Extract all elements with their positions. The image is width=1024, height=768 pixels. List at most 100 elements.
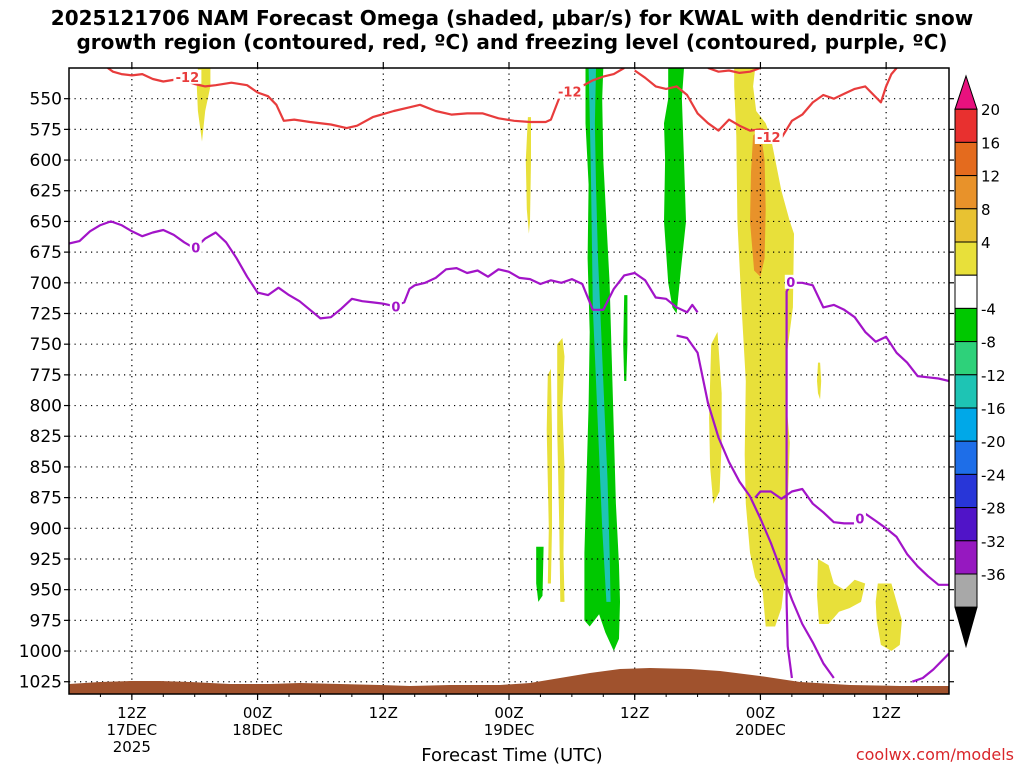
contour-label-2: -12 bbox=[757, 131, 781, 146]
x-tick-label-6-2: 2025 bbox=[113, 738, 151, 756]
omega-region-1 bbox=[525, 117, 531, 234]
colorbar-label-12: -32 bbox=[981, 533, 1006, 551]
y-tick-label-800: 800 bbox=[30, 397, 62, 417]
contour-label-bg-4 bbox=[389, 299, 402, 314]
omega-region-9 bbox=[875, 583, 902, 651]
chart-title-line-2: growth region (contoured, red, ºC) and f… bbox=[76, 30, 948, 54]
colorbar-bin-6 bbox=[954, 274, 978, 309]
contour-label-0: -12 bbox=[176, 71, 200, 86]
x-tick-label-78-0: 12Z bbox=[871, 704, 900, 722]
omega-region-3 bbox=[546, 368, 552, 584]
colorbar-label-8: -16 bbox=[981, 400, 1006, 418]
credit-text: coolwx.com/models bbox=[855, 745, 1014, 764]
y-tick-label-725: 725 bbox=[30, 304, 62, 324]
colorbar-label-11: -28 bbox=[981, 500, 1006, 518]
colorbar-bin-9 bbox=[954, 374, 978, 409]
y-tick-label-975: 975 bbox=[30, 611, 62, 631]
contour-line-6 bbox=[754, 487, 949, 586]
colorbar-bin-1 bbox=[954, 108, 978, 143]
contour-labels: -12 -12 -12 0 0 0 0 bbox=[173, 69, 866, 528]
grid-lines bbox=[69, 68, 949, 694]
omega-region-7 bbox=[817, 362, 822, 400]
contour-line-2 bbox=[707, 68, 761, 74]
contour-label-6: 0 bbox=[855, 513, 864, 528]
y-tick-label-750: 750 bbox=[30, 335, 62, 355]
y-tick-label-600: 600 bbox=[30, 151, 62, 171]
contour-label-bg-6 bbox=[853, 511, 866, 526]
y-tick-label-950: 950 bbox=[30, 581, 62, 601]
colorbar-bin-10 bbox=[954, 407, 978, 442]
colorbar-label-3: 8 bbox=[981, 201, 991, 219]
colorbar-bin-16 bbox=[954, 606, 978, 649]
omega-region-8 bbox=[817, 559, 866, 624]
x-tick-label-42-0: 00Z bbox=[494, 704, 523, 722]
colorbar-bin-7 bbox=[954, 307, 978, 343]
terrain-fill bbox=[69, 668, 949, 694]
x-tick-label-42-1: 19DEC bbox=[484, 721, 535, 739]
y-tick-label-625: 625 bbox=[30, 182, 62, 202]
omega-region-12 bbox=[623, 295, 628, 381]
x-tick-label-30-0: 12Z bbox=[369, 704, 398, 722]
y-tick-label-700: 700 bbox=[30, 274, 62, 294]
y-tick-label-775: 775 bbox=[30, 366, 62, 386]
colorbar-bin-13 bbox=[954, 507, 978, 542]
colorbar-label-13: -36 bbox=[981, 566, 1006, 584]
y-tick-label-900: 900 bbox=[30, 519, 62, 539]
contour-label-bg-1 bbox=[555, 84, 584, 99]
colorbar-bin-15 bbox=[954, 573, 978, 608]
x-tick-label-6-1: 17DEC bbox=[107, 721, 158, 739]
contour-label-4: 0 bbox=[391, 300, 400, 315]
x-tick-label-54-0: 12Z bbox=[620, 704, 649, 722]
contour-label-bg-3 bbox=[189, 240, 202, 255]
y-tick-label-1000: 1000 bbox=[19, 642, 62, 662]
x-tick-label-66-0: 00Z bbox=[746, 704, 775, 722]
colorbar-label-9: -20 bbox=[981, 433, 1006, 451]
colorbar-bin-11 bbox=[954, 440, 978, 475]
colorbar-label-4: 4 bbox=[981, 234, 991, 252]
colorbar-bin-8 bbox=[954, 341, 978, 376]
contour-line-7 bbox=[911, 652, 949, 683]
contour-label-5: 0 bbox=[786, 276, 795, 291]
omega-region-2 bbox=[557, 338, 565, 602]
colorbar-bin-14 bbox=[954, 540, 978, 575]
x-tick-label-6-0: 12Z bbox=[117, 704, 146, 722]
colorbar-label-10: -24 bbox=[981, 466, 1006, 484]
colorbar-bin-12 bbox=[954, 473, 978, 509]
y-tick-label-825: 825 bbox=[30, 427, 62, 447]
omega-region-14 bbox=[536, 546, 544, 602]
contour-line-5 bbox=[785, 281, 949, 679]
chart-title-line-1: 2025121706 NAM Forecast Omega (shaded, μ… bbox=[50, 6, 974, 30]
contour-label-bg-2 bbox=[754, 129, 783, 144]
y-tick-label-1025: 1025 bbox=[19, 673, 62, 693]
colorbar-label-0: 20 bbox=[981, 101, 1000, 119]
y-axis: 550 575 600 625 650 675 700 725 750 775 800 825 850 8… bbox=[19, 90, 954, 693]
y-tick-label-675: 675 bbox=[30, 243, 62, 263]
omega-region-11 bbox=[588, 68, 611, 602]
y-tick-label-925: 925 bbox=[30, 550, 62, 570]
colorbar-label-6: -8 bbox=[981, 334, 996, 352]
colorbar: 20 16 12 8 4 -4 -8 -12 -16 -20 -24 -28 -32 -36 bbox=[954, 74, 1006, 649]
y-tick-label-875: 875 bbox=[30, 489, 62, 509]
y-tick-label-550: 550 bbox=[30, 90, 62, 110]
y-tick-label-575: 575 bbox=[30, 120, 62, 140]
y-tick-label-650: 650 bbox=[30, 212, 62, 232]
colorbar-bin-4 bbox=[954, 208, 978, 243]
contour-label-bg-5 bbox=[784, 274, 797, 289]
x-axis-title: Forecast Time (UTC) bbox=[421, 745, 603, 766]
colorbar-bin-5 bbox=[954, 241, 978, 276]
x-tick-label-18-1: 18DEC bbox=[232, 721, 283, 739]
colorbar-label-5: -4 bbox=[981, 300, 996, 318]
colorbar-bin-2 bbox=[954, 141, 978, 177]
colorbar-label-7: -12 bbox=[981, 367, 1006, 385]
contour-label-bg-0 bbox=[173, 69, 202, 84]
contour-label-1: -12 bbox=[558, 86, 582, 101]
contour-line-4 bbox=[676, 334, 835, 679]
colorbar-label-2: 12 bbox=[981, 168, 1000, 186]
y-tick-label-850: 850 bbox=[30, 458, 62, 478]
colorbar-bin-0 bbox=[954, 74, 978, 110]
omega-region-6 bbox=[750, 129, 766, 277]
colorbar-label-1: 16 bbox=[981, 134, 1000, 152]
omega-region-5 bbox=[734, 68, 794, 627]
